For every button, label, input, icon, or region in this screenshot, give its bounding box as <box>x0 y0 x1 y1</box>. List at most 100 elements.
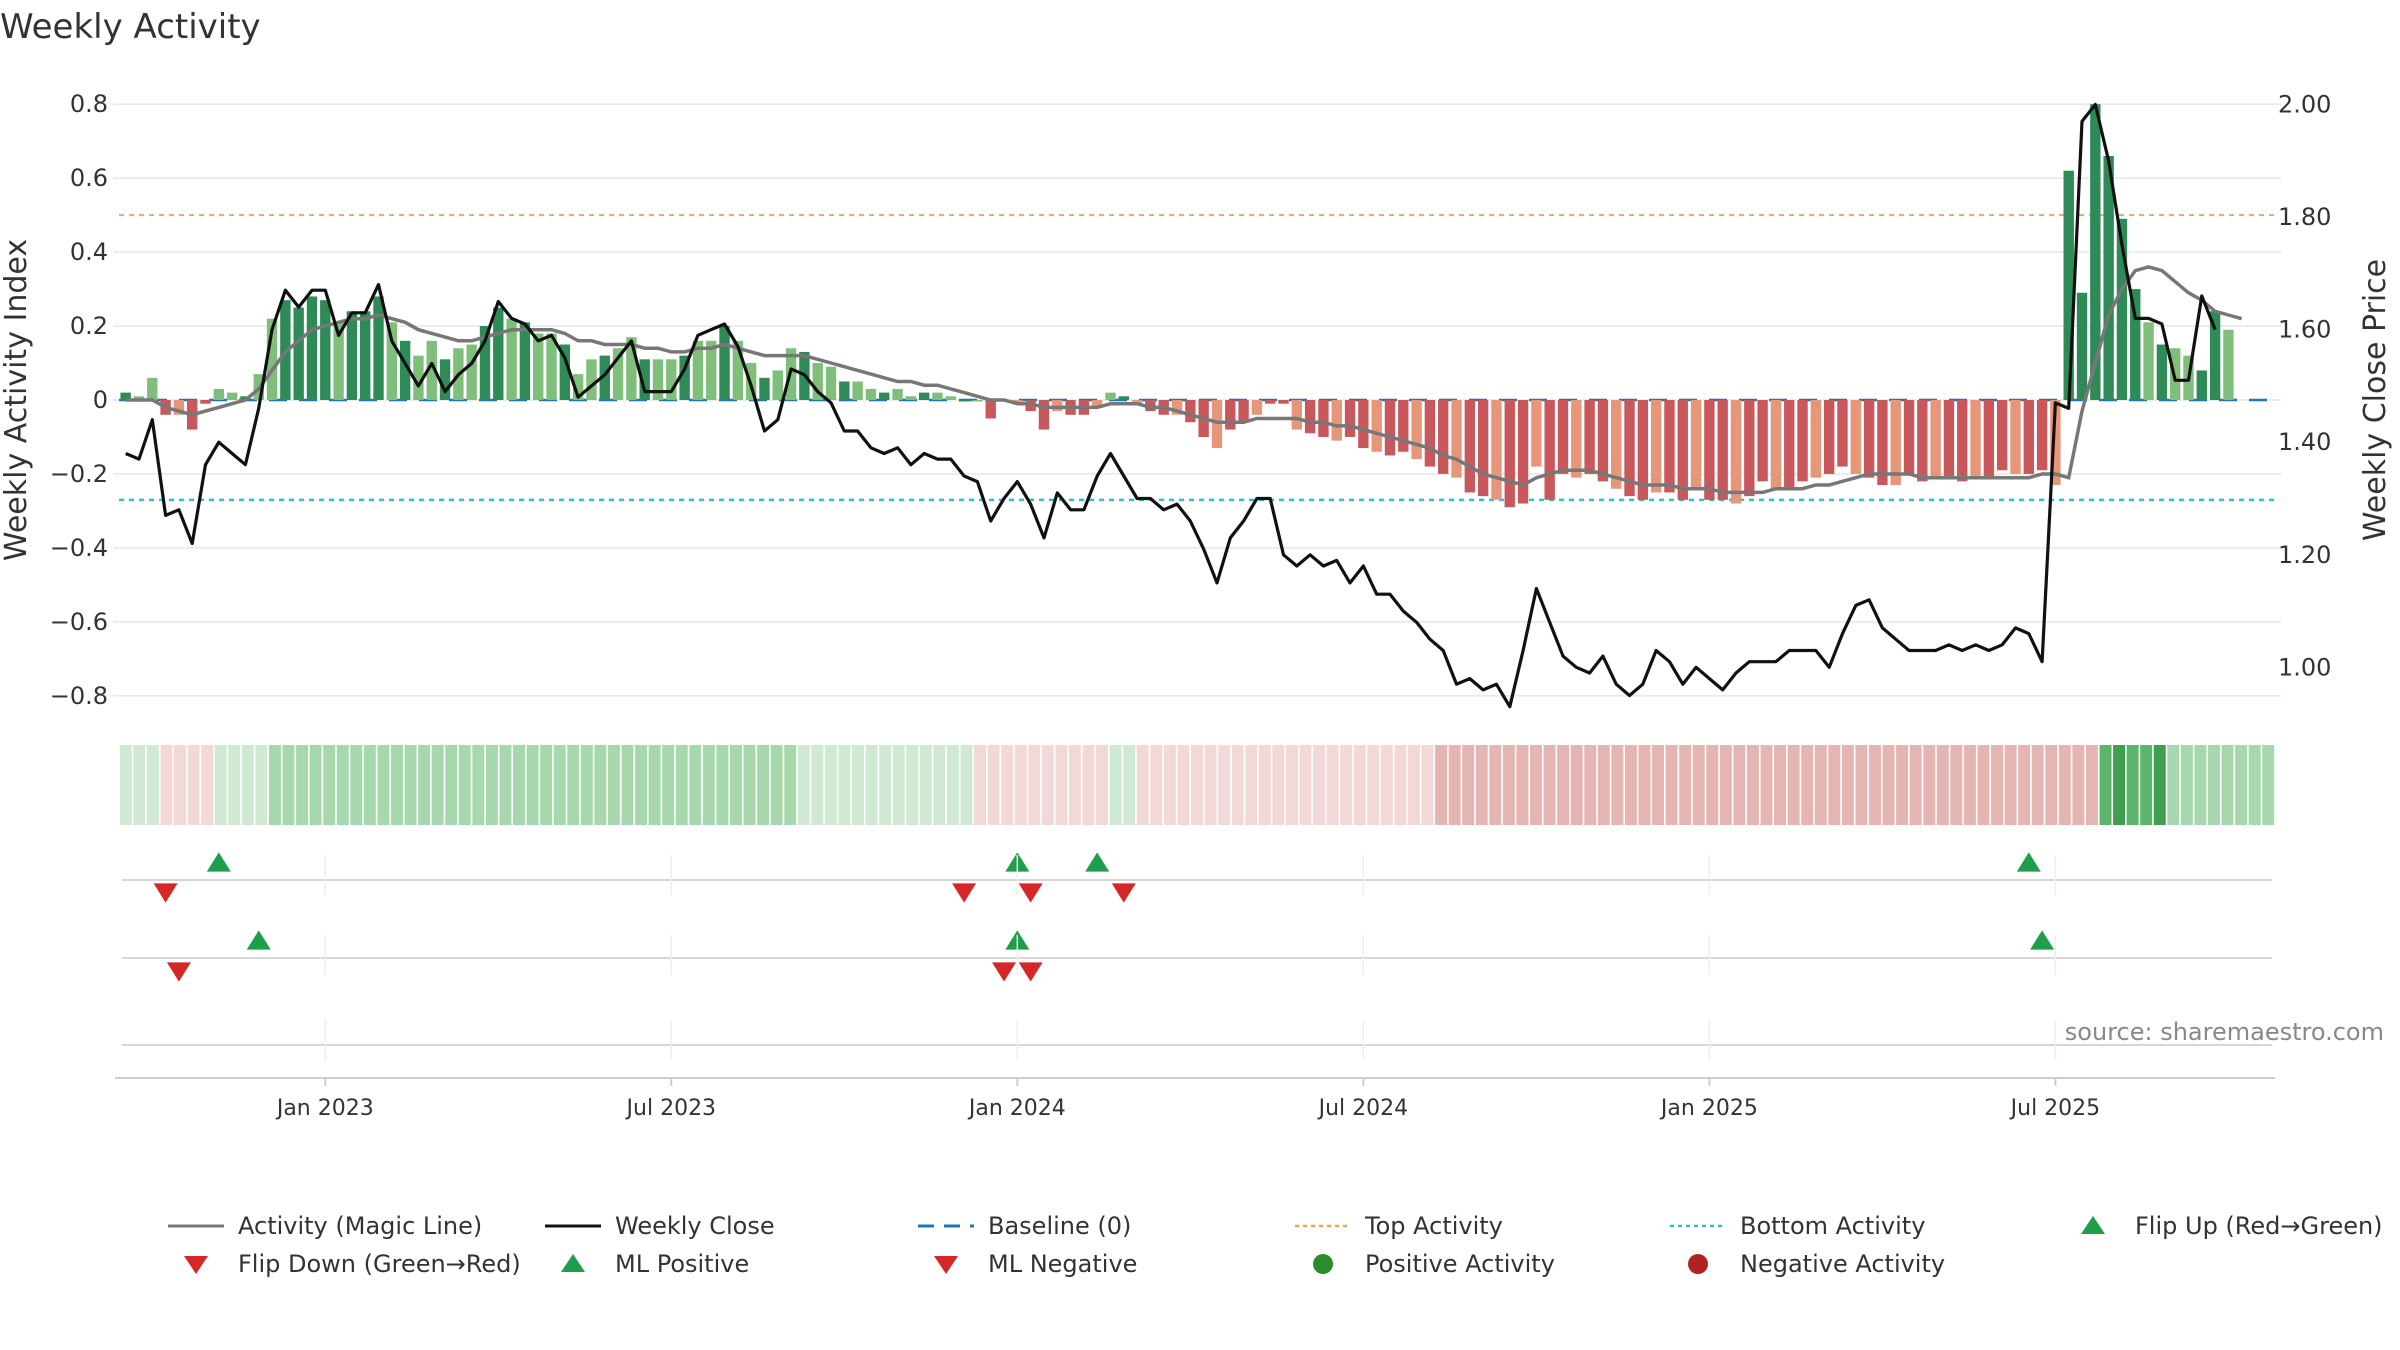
activity-bar <box>1438 400 1449 474</box>
strip-cell <box>1624 745 1637 825</box>
legend-swatch <box>184 1256 208 1274</box>
strip-cell <box>1191 745 1203 825</box>
strip-cell <box>2140 745 2153 825</box>
strip-cell <box>784 745 797 825</box>
strip-cell <box>241 745 254 825</box>
legend-item-mlpos: ML Positive <box>561 1250 749 1278</box>
strip-cell <box>1869 745 1881 825</box>
activity-bar <box>1544 400 1555 500</box>
strip-cell <box>1353 745 1366 825</box>
activity-bar <box>1038 400 1050 430</box>
legend-item-flipup: Flip Up (Red→Green) <box>2081 1212 2383 1240</box>
strip-cell <box>485 745 498 825</box>
strip-cell <box>838 745 851 825</box>
right-tick-label: 1.80 <box>2278 203 2331 231</box>
strip-cell <box>1746 745 1759 825</box>
strip-cell <box>1475 745 1488 825</box>
activity-bar <box>1784 400 1795 489</box>
flip-up-marker <box>2016 852 2041 872</box>
strip-cell <box>743 745 756 825</box>
activity-bar <box>865 388 877 400</box>
legend-label: Baseline (0) <box>988 1212 1131 1240</box>
activity-bar <box>2196 370 2207 400</box>
strip-cell <box>1692 745 1705 825</box>
strip-cell <box>2085 745 2098 825</box>
strip-cell <box>594 745 607 825</box>
activity-bar <box>1318 400 1329 437</box>
strip-cell <box>1272 745 1285 825</box>
strip-cell <box>1801 745 1814 825</box>
activity-bar <box>360 311 371 400</box>
activity-bar <box>1850 400 1861 474</box>
activity-bar <box>905 396 917 400</box>
activity-bar <box>1970 400 1981 478</box>
activity-bar <box>1504 400 1515 508</box>
activity-bar <box>1185 400 1196 423</box>
strip-cell <box>1367 745 1380 825</box>
activity-bar <box>1757 400 1768 482</box>
activity-bar <box>1424 400 1436 467</box>
strip-cell <box>770 745 783 825</box>
strip-cell <box>1774 745 1787 825</box>
strip-cell <box>1313 745 1326 825</box>
right-tick-label: 1.00 <box>2278 653 2331 681</box>
strip-cell <box>2180 745 2193 825</box>
series-lines <box>125 102 2243 709</box>
activity-bar <box>2063 170 2074 400</box>
activity-bar <box>1265 400 1276 404</box>
strip-cell <box>1733 745 1746 825</box>
strip-cell <box>1055 745 1068 825</box>
activity-bar <box>1584 400 1595 474</box>
activity-bar <box>1650 400 1662 493</box>
activity-bar <box>1171 400 1183 415</box>
activity-bar <box>692 340 704 400</box>
strip-cell <box>933 745 946 825</box>
legend-label: Activity (Magic Line) <box>238 1212 482 1240</box>
strip-cell <box>1855 745 1868 825</box>
activity-bar <box>1025 400 1036 412</box>
strip-cell <box>1991 745 2004 825</box>
legend-item-baseline: Baseline (0) <box>918 1212 1131 1240</box>
strip-cell <box>296 745 309 825</box>
strip-cell <box>974 745 987 825</box>
activity-bar <box>493 307 504 400</box>
activity-bar <box>572 374 584 400</box>
strip-cell <box>2208 745 2220 825</box>
activity-bar <box>1690 400 1702 489</box>
strip-cell <box>2194 745 2207 825</box>
activity-bar <box>2023 400 2034 474</box>
strip-cell <box>431 745 444 825</box>
strip-cell <box>363 745 376 825</box>
strip-cell <box>390 745 403 825</box>
right-tick-label: 1.20 <box>2278 541 2331 569</box>
activity-bar <box>1797 400 1808 482</box>
activity-bar <box>226 392 238 400</box>
activity-bar <box>2050 400 2061 486</box>
legend-swatch <box>561 1254 585 1272</box>
strip-cell <box>702 745 715 825</box>
activity-bar <box>1464 400 1476 493</box>
activity-bar <box>1371 400 1382 452</box>
activity-bar <box>2223 329 2234 400</box>
activity-bar <box>1398 400 1409 452</box>
strip-cell <box>377 745 390 825</box>
activity-bar <box>333 322 344 400</box>
strip-cell <box>1882 745 1895 825</box>
activity-bar <box>1930 400 1941 478</box>
strip-cell <box>662 745 675 825</box>
activity-bar <box>759 377 770 400</box>
activity-bar <box>439 359 451 400</box>
strip-cell <box>1787 745 1800 825</box>
strip-cell <box>607 745 620 825</box>
strip-cell <box>255 745 268 825</box>
strip-cell <box>1326 745 1339 825</box>
x-tick-label: Jan 2023 <box>275 1096 374 1121</box>
activity-bar <box>2130 289 2141 400</box>
strip-cell <box>1652 745 1665 825</box>
strip-cell <box>1841 745 1854 825</box>
activity-bar <box>1943 400 1955 478</box>
activity-bar <box>1304 400 1316 434</box>
legend-item-posact: Positive Activity <box>1313 1250 1555 1278</box>
legend-item-bottom: Bottom Activity <box>1670 1212 1925 1240</box>
activity-bar <box>1012 400 1023 404</box>
